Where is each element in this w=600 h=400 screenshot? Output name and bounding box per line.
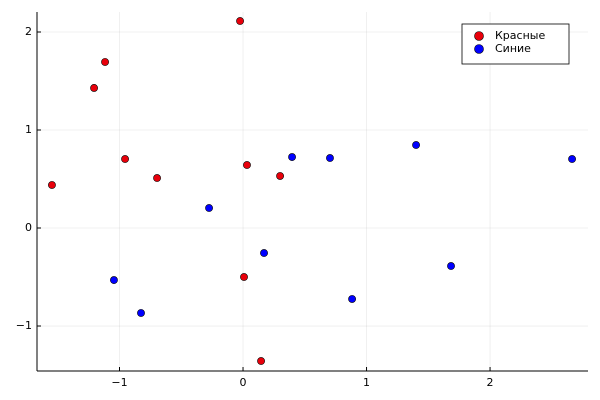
scatter-point — [110, 276, 118, 284]
scatter-point — [153, 174, 161, 182]
x-tick-label: 0 — [240, 376, 247, 389]
x-tick-label: 1 — [363, 376, 370, 389]
legend-label: Синие — [495, 42, 531, 55]
scatter-point — [121, 155, 129, 163]
scatter-point — [205, 204, 213, 212]
scatter-point — [243, 161, 251, 169]
scatter-point — [137, 309, 145, 317]
scatter-point — [236, 17, 244, 25]
scatter-point — [568, 155, 576, 163]
legend-box — [461, 23, 570, 65]
scatter-point — [257, 357, 265, 365]
legend-marker — [474, 44, 484, 54]
y-tick-label: 2 — [25, 25, 32, 38]
x-tick-label: −1 — [111, 376, 127, 389]
y-tick-label: −1 — [16, 319, 32, 332]
x-tick-label: 2 — [487, 376, 494, 389]
scatter-point — [288, 153, 296, 161]
y-tick-label: 1 — [25, 123, 32, 136]
scatter-point — [276, 172, 284, 180]
scatter-point — [326, 154, 334, 162]
scatter-point — [240, 273, 248, 281]
scatter-point — [260, 249, 268, 257]
legend-marker — [474, 31, 484, 41]
y-tick-label: 0 — [25, 221, 32, 234]
scatter-point — [90, 84, 98, 92]
scatter-point — [348, 295, 356, 303]
scatter-point — [101, 58, 109, 66]
scatter-point — [412, 141, 420, 149]
legend-label: Красные — [495, 29, 545, 42]
scatter-point — [447, 262, 455, 270]
scatter-point — [48, 181, 56, 189]
